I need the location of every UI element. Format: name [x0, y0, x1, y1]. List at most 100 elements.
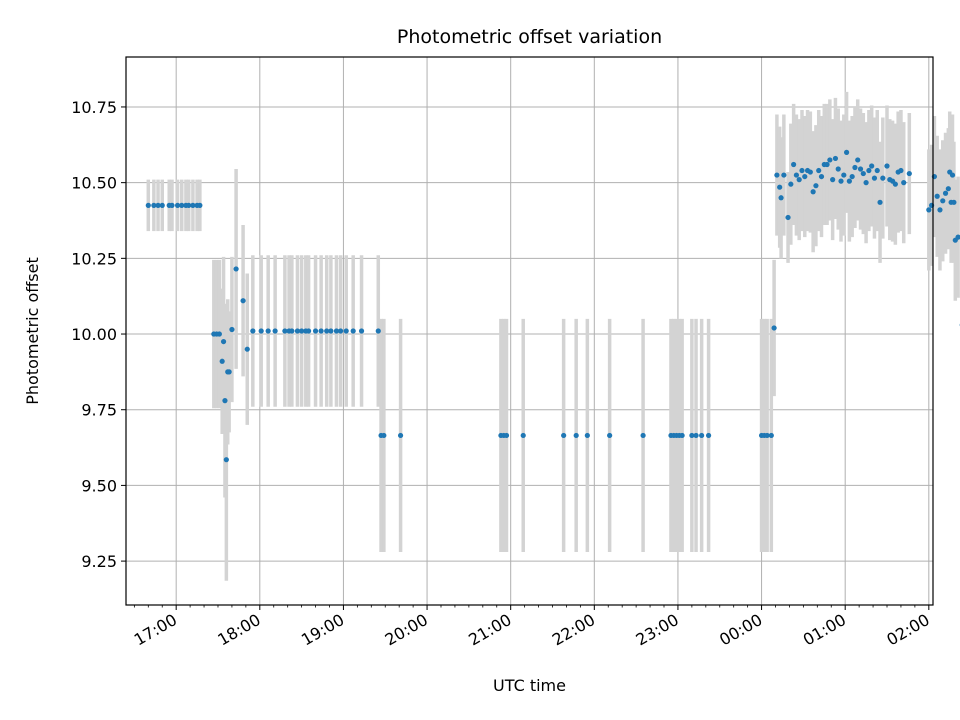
data-point [807, 169, 813, 175]
data-point [937, 207, 943, 213]
x-axis-label: UTC time [493, 676, 566, 695]
data-point [223, 457, 229, 463]
data-point [793, 172, 800, 178]
data-point [892, 181, 898, 187]
data-point [781, 172, 787, 178]
data-point [305, 328, 312, 334]
data-point [240, 298, 246, 304]
data-point [584, 432, 590, 439]
data-point [774, 172, 780, 178]
y-axis: 9.25 9.50 9.75 10.00 10.25 10.50 10.75 [71, 98, 126, 571]
data-point [860, 170, 866, 177]
data-point [827, 157, 833, 163]
data-point [272, 328, 278, 334]
data-point [244, 346, 250, 352]
data-point [796, 177, 802, 183]
data-point [190, 202, 196, 208]
data-point [771, 325, 777, 331]
data-point [338, 328, 344, 334]
data-point [197, 202, 203, 208]
data-point [375, 328, 381, 334]
data-point [906, 170, 912, 177]
data-point [318, 328, 324, 334]
data-point [898, 167, 904, 174]
data-point [381, 432, 387, 439]
data-point [216, 331, 222, 337]
data-point [679, 432, 685, 439]
data-point [824, 161, 830, 168]
data-point [689, 432, 695, 439]
data-point [874, 167, 880, 174]
data-point [607, 432, 613, 439]
data-point [294, 328, 301, 334]
data-point [151, 202, 157, 208]
data-point [250, 328, 256, 334]
data-point [155, 202, 161, 208]
data-point [880, 175, 886, 181]
data-point [884, 163, 890, 169]
y-tick-label: 9.75 [81, 401, 117, 420]
data-point [233, 266, 239, 272]
data-point [186, 202, 192, 208]
data-point [818, 173, 825, 180]
data-point [520, 432, 526, 439]
data-point [299, 328, 305, 334]
data-point [179, 202, 185, 208]
data-point [778, 195, 784, 201]
data-point [169, 202, 175, 208]
data-point [852, 164, 858, 171]
y-tick-label: 10.00 [71, 325, 117, 344]
data-point [849, 173, 855, 180]
data-point [791, 161, 797, 168]
chart-title: Photometric offset variation [397, 26, 662, 48]
y-tick-label: 10.25 [71, 249, 117, 268]
data-point [768, 432, 774, 439]
data-point [857, 166, 864, 172]
data-point [901, 180, 907, 186]
data-point [324, 328, 330, 334]
data-point [764, 432, 770, 439]
data-point [951, 199, 957, 205]
data-point [777, 184, 783, 190]
data-point [220, 338, 227, 345]
data-point [333, 328, 340, 334]
data-point [699, 432, 705, 439]
data-point [174, 202, 181, 208]
data-point [835, 166, 841, 172]
data-point [573, 432, 579, 439]
y-axis-label: Photometric offset [23, 257, 42, 405]
data-point [788, 181, 794, 187]
data-point [159, 202, 165, 208]
data-point [816, 167, 822, 174]
data-point [226, 369, 232, 375]
data-point [503, 432, 510, 439]
data-point [863, 180, 869, 186]
data-point [785, 214, 791, 221]
data-point [312, 328, 319, 334]
data-points [145, 149, 960, 463]
data-point [799, 167, 805, 174]
data-point [846, 178, 852, 184]
data-point [229, 326, 235, 333]
data-point [358, 328, 365, 334]
y-tick-label: 9.25 [81, 552, 117, 571]
data-point [350, 328, 356, 334]
data-point [561, 432, 567, 439]
data-point [955, 234, 960, 240]
data-point [282, 328, 288, 334]
grid [126, 57, 933, 605]
data-point [843, 149, 850, 155]
y-tick-label: 10.50 [71, 174, 117, 193]
data-point [866, 167, 872, 174]
data-point [640, 432, 646, 439]
y-tick-label: 10.75 [71, 98, 117, 117]
data-point [222, 398, 228, 404]
data-point [942, 190, 949, 196]
data-point [258, 328, 264, 334]
data-point [832, 155, 839, 162]
data-point [693, 432, 699, 439]
data-point [289, 328, 295, 334]
data-point [810, 189, 816, 195]
plot-frame [125, 56, 934, 606]
